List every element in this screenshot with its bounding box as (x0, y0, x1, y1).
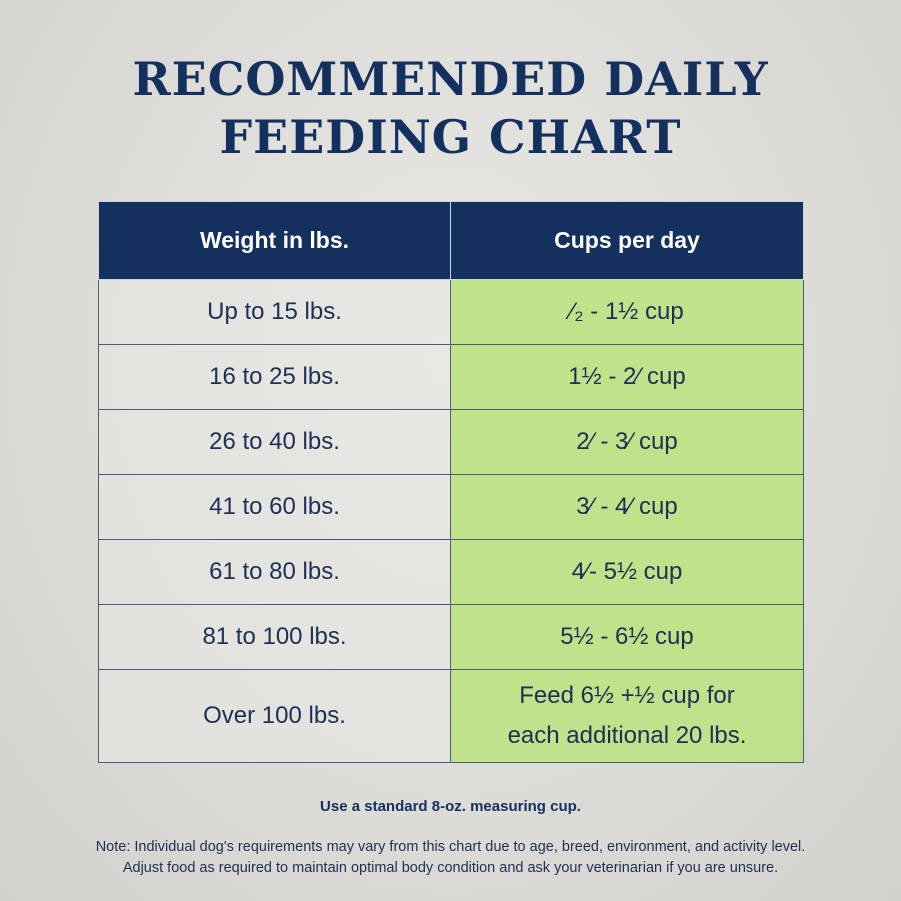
table-row: 81 to 100 lbs. 5½ - 6½ cup (98, 604, 804, 670)
cups-cell: 1½ - 2⁄ cup (450, 344, 804, 410)
cups-cell: 5½ - 6½ cup (450, 604, 804, 670)
title-line-2: FEEDING CHART (219, 110, 682, 164)
measuring-cup-footnote: Use a standard 8-oz. measuring cup. (320, 798, 581, 815)
page-title: RECOMMENDED DAILY FEEDING CHART (0, 50, 901, 166)
cups-cell: 4⁄- 5½ cup (450, 539, 804, 605)
note-line-1: Note: Individual dog's requirements may … (95, 839, 806, 855)
table-row: 16 to 25 lbs. 1½ - 2⁄ cup (98, 344, 804, 410)
feeding-chart-table: Weight in lbs. Cups per day Up to 15 lbs… (98, 201, 804, 763)
note-line-2: Adjust food as required to maintain opti… (122, 860, 779, 876)
disclaimer-note: Note: Individual dog's requirements may … (0, 837, 901, 879)
weight-cell: 16 to 25 lbs. (98, 344, 451, 410)
weight-cell: 41 to 60 lbs. (98, 474, 451, 540)
weight-cell: Up to 15 lbs. (98, 279, 451, 345)
table-row: 26 to 40 lbs. 2⁄ - 3⁄ cup (98, 409, 804, 475)
table-row: Up to 15 lbs. ⁄₂ - 1½ cup (98, 279, 804, 345)
table-row: Over 100 lbs. Feed 6½ +½ cup for each ad… (98, 669, 804, 763)
weight-cell: 61 to 80 lbs. (98, 539, 451, 605)
title-line-1: RECOMMENDED DAILY (132, 52, 769, 106)
cups-cell-line-2: each additional 20 lbs. (507, 722, 747, 749)
column-header-cups: Cups per day (450, 201, 804, 280)
cups-cell-line-1: Feed 6½ +½ cup for (519, 682, 735, 709)
cups-cell: 3⁄ - 4⁄ cup (450, 474, 804, 540)
weight-cell: 26 to 40 lbs. (98, 409, 451, 475)
table-header-row: Weight in lbs. Cups per day (98, 201, 804, 280)
column-header-weight: Weight in lbs. (98, 201, 451, 280)
cups-cell: 2⁄ - 3⁄ cup (450, 409, 804, 475)
table-row: 61 to 80 lbs. 4⁄- 5½ cup (98, 539, 804, 605)
table-row: 41 to 60 lbs. 3⁄ - 4⁄ cup (98, 474, 804, 540)
cups-cell: Feed 6½ +½ cup for each additional 20 lb… (450, 669, 804, 763)
cups-cell: ⁄₂ - 1½ cup (450, 279, 804, 345)
weight-cell: Over 100 lbs. (98, 669, 451, 763)
weight-cell: 81 to 100 lbs. (98, 604, 451, 670)
